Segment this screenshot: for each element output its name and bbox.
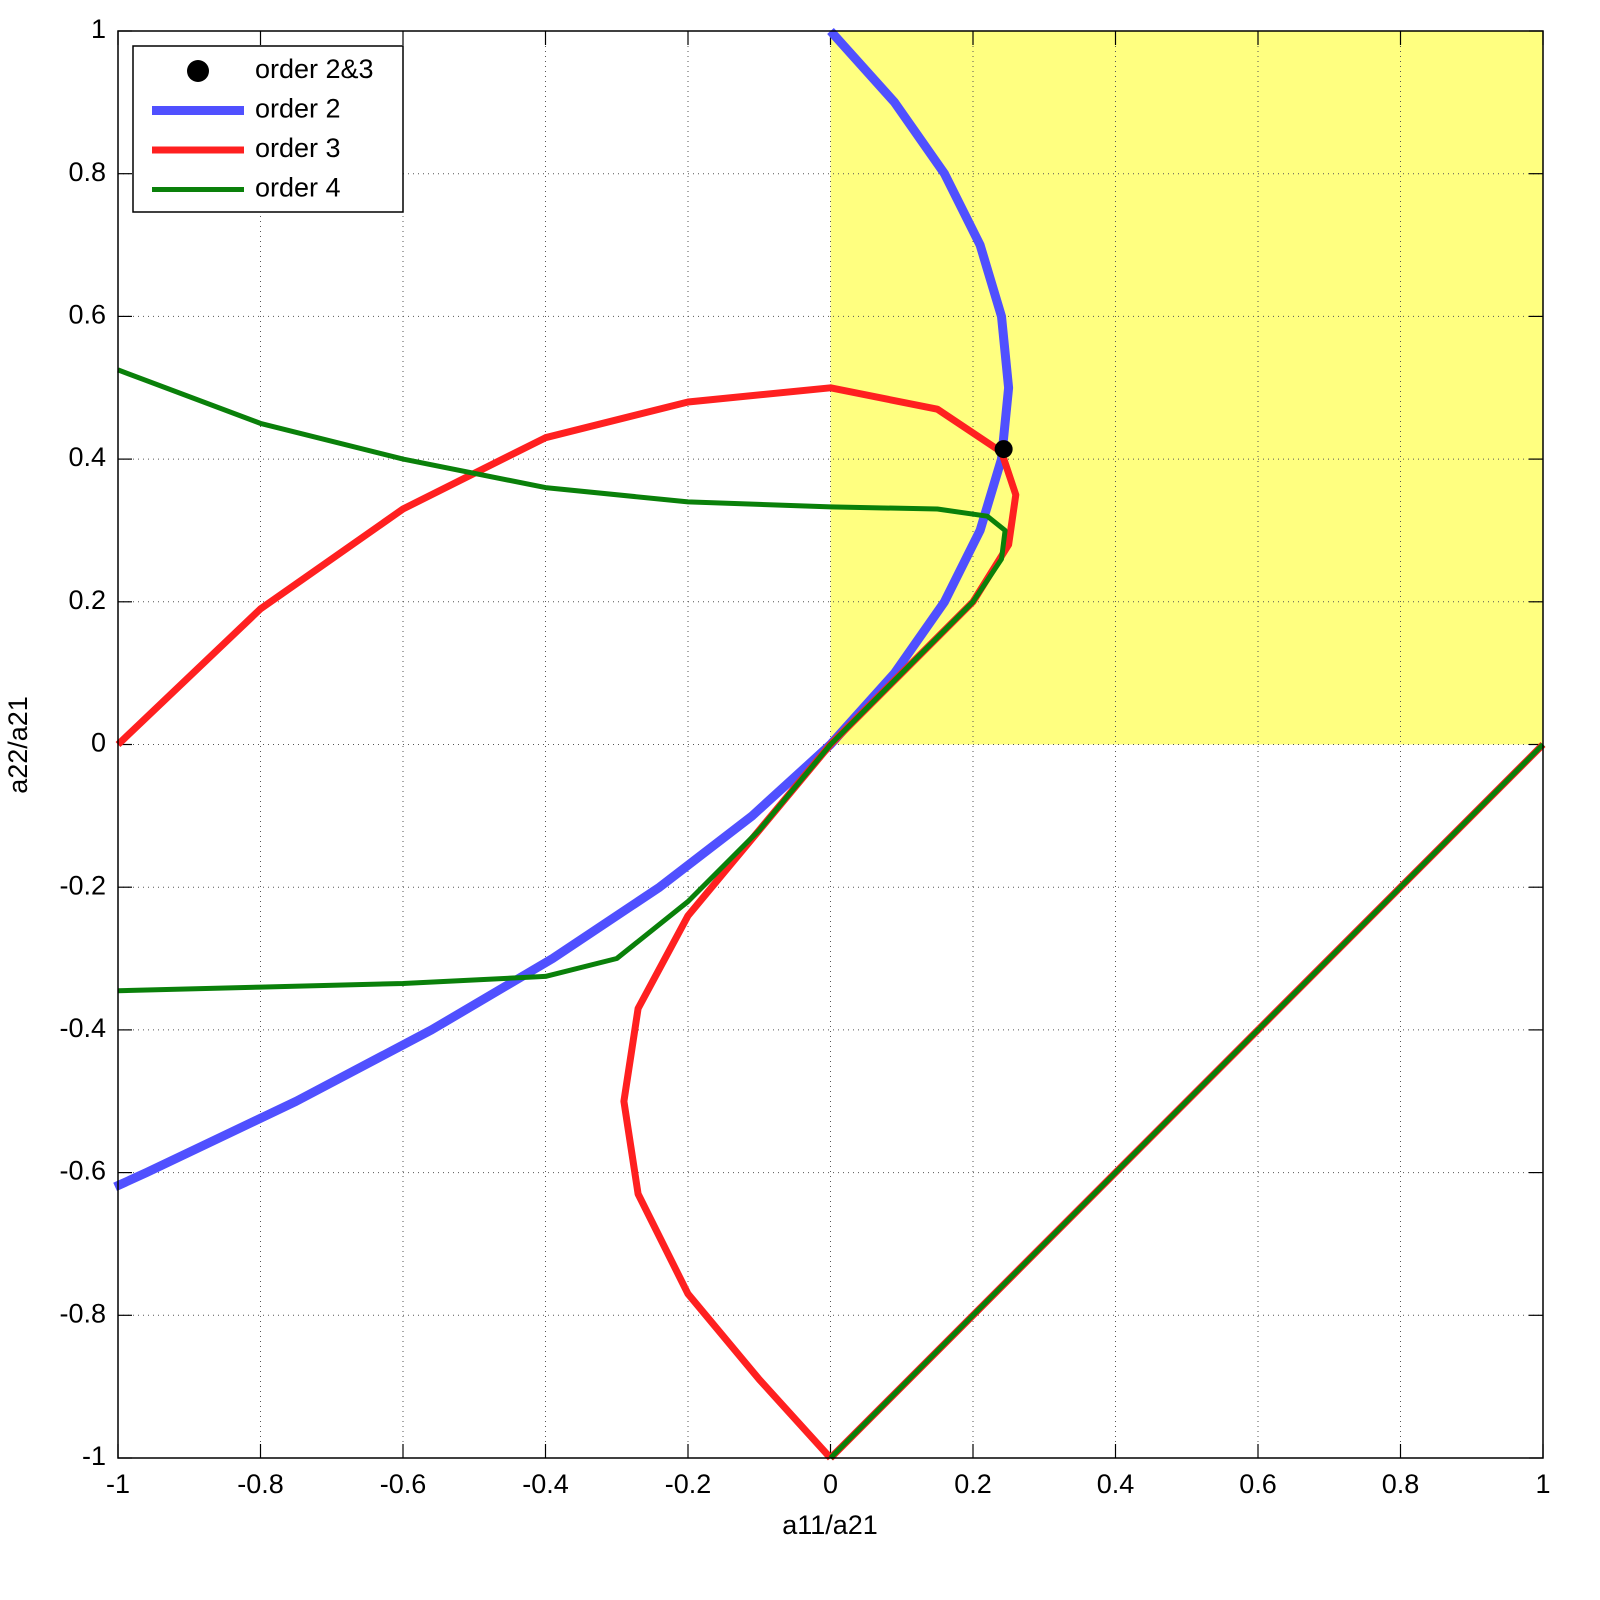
y-tick-label: -0.8: [59, 1298, 106, 1328]
series-line: [113, 27, 1014, 1191]
legend-label: order 3: [255, 133, 341, 163]
x-tick-label: -0.2: [665, 1469, 712, 1499]
y-tick-label: 0.2: [68, 585, 106, 615]
legend-marker: [187, 60, 209, 82]
legend-label: order 2&3: [255, 54, 374, 84]
x-tick-label: 0.4: [1097, 1469, 1135, 1499]
x-tick-label: 1: [1535, 1469, 1550, 1499]
y-tick-label: -0.4: [59, 1013, 106, 1043]
y-tick-label: 0.4: [68, 442, 106, 472]
x-tick-label: -1: [106, 1469, 130, 1499]
legend-label: order 2: [255, 94, 341, 124]
legend: order 2&3 order 2 order 3 order 4: [132, 45, 404, 213]
legend-label: order 4: [255, 173, 341, 203]
plot-frame: [117, 30, 1544, 1459]
point: [994, 440, 1013, 459]
y-tick-label: 0: [91, 728, 106, 758]
x-tick-label: 0.6: [1239, 1469, 1277, 1499]
x-tick-label: 0.8: [1382, 1469, 1420, 1499]
legend-box: [132, 45, 404, 213]
y-tick-label: -1: [82, 1441, 106, 1471]
y-tick-label: -0.6: [59, 1156, 106, 1186]
y-tick-label: 0.6: [68, 300, 106, 330]
x-tick-label: 0: [823, 1469, 838, 1499]
x-axis-label: a11/a21: [782, 1510, 878, 1540]
y-tick-label: 1: [91, 14, 106, 44]
x-tick-label: -0.8: [237, 1469, 284, 1499]
x-tick-label: -0.4: [522, 1469, 569, 1499]
y-tick-label: -0.2: [59, 870, 106, 900]
x-tick-label: 0.2: [954, 1469, 992, 1499]
series-line: [117, 367, 1545, 1460]
y-axis-label: a22/a21: [3, 696, 33, 794]
x-tick-label: -0.6: [380, 1469, 427, 1499]
y-tick-label: 0.8: [68, 157, 106, 187]
